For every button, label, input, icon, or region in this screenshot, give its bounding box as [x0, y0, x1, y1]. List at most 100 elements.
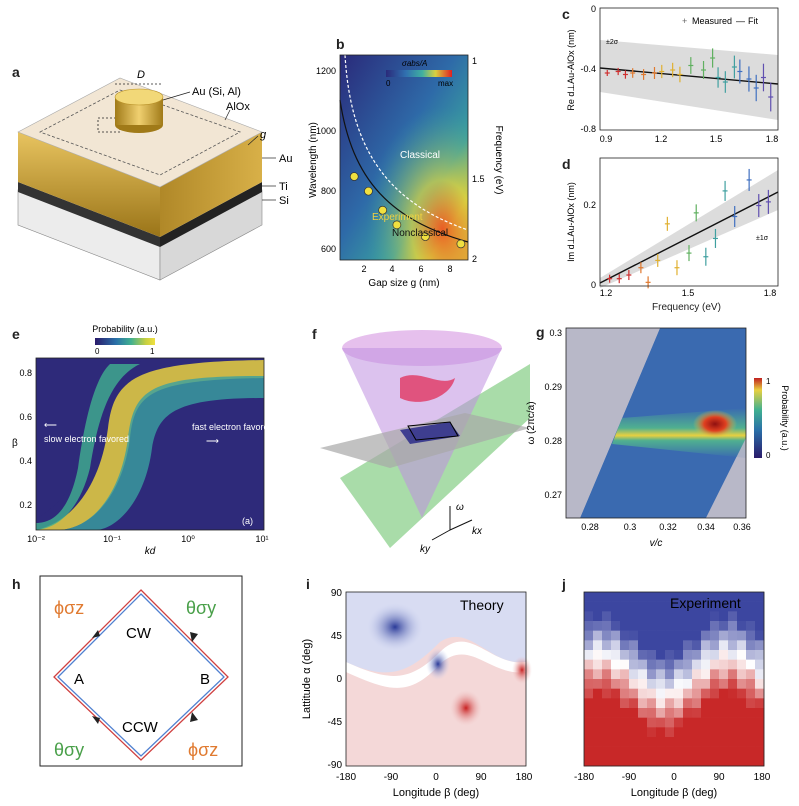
axis-kx: kx: [472, 526, 483, 537]
map-cell: [602, 630, 612, 641]
data-point: [615, 67, 621, 76]
map-cell: [647, 630, 657, 641]
map-cell: [584, 698, 594, 709]
map-cell: [638, 669, 648, 680]
map-cell: [719, 756, 729, 767]
map-cell: [755, 708, 765, 718]
map-cell: [611, 746, 621, 757]
data-point: [722, 71, 728, 93]
map-cell: [638, 601, 648, 612]
device-schematic: D Au (Si, Al) AlOx g Au Ti Si: [17, 69, 292, 281]
ylabel: β: [12, 438, 18, 449]
map-cell: [584, 708, 594, 718]
map-cell: [701, 717, 711, 728]
map-cell: [620, 592, 630, 602]
xlabel: Longitude β (deg): [393, 787, 479, 799]
map-cell: [692, 621, 702, 631]
map-cell: [674, 717, 684, 728]
map-cell: [737, 650, 747, 660]
map-cell: [602, 737, 612, 747]
map-cell: [710, 756, 720, 767]
map-cell: [584, 756, 594, 767]
map-cell: [737, 640, 747, 651]
panel-label-d: d: [562, 156, 571, 172]
map-cell: [584, 621, 594, 631]
map-cell: [746, 659, 756, 670]
legend-plus-icon: +: [682, 16, 687, 26]
map-cell: [638, 650, 648, 660]
map-cell: [656, 756, 666, 767]
map-cell: [728, 708, 738, 718]
map-cell: [665, 640, 675, 651]
xtick: 180: [754, 772, 771, 783]
map-cell: [593, 708, 603, 718]
absorption-map: σabs/A 0 max Classical Experiment Noncla…: [308, 54, 504, 289]
map-cell: [647, 640, 657, 651]
data-point: [630, 68, 636, 78]
map-cell: [620, 659, 630, 670]
map-cell: [611, 688, 621, 699]
panel-a: a: [0, 40, 300, 290]
map-cell: [692, 592, 702, 602]
data-point: [651, 67, 657, 79]
axis-omega: ω: [456, 502, 464, 513]
map-cell: [593, 717, 603, 728]
map-cell: [647, 717, 657, 728]
map-cell: [647, 659, 657, 670]
panel-label-i: i: [306, 576, 310, 592]
map-cell: [701, 601, 711, 612]
xtick: -90: [622, 772, 637, 783]
map-cell: [683, 592, 693, 602]
map-cell: [746, 717, 756, 728]
map-cell: [602, 679, 612, 689]
map-cell: [620, 630, 630, 641]
xtick: 1.5: [710, 134, 723, 144]
map-cell: [719, 601, 729, 612]
map-cell: [629, 708, 639, 718]
ytick: -0.8: [580, 124, 596, 134]
data-point: [607, 274, 613, 283]
xtick: 10⁻¹: [103, 534, 121, 544]
map-cell: [737, 727, 747, 738]
map-cell: [746, 746, 756, 757]
panel-b: b σabs/A 0 max Classical Experiment Nonc…: [300, 30, 510, 290]
map-cell: [593, 659, 603, 670]
xtick: -180: [336, 772, 356, 783]
map-cell: [665, 756, 675, 767]
xtick: 0.9: [600, 134, 613, 144]
map-cell: [611, 601, 621, 612]
map-cell: [719, 669, 729, 680]
map-cell: [710, 746, 720, 757]
map-cell: [737, 630, 747, 641]
im-d-plot: ±1σ 0 0.2 1.2 1.5 1.8 Im d⊥Au-AlOx (nm): [566, 157, 779, 298]
map-cell: [674, 698, 684, 709]
map-cell: [629, 737, 639, 747]
map-cell: [665, 708, 675, 718]
map-cell: [593, 640, 603, 651]
data-point: [641, 69, 647, 80]
map-cell: [584, 717, 594, 728]
map-cell: [719, 688, 729, 699]
probability-map-g: 1 0 Probability (a.u.) 0.3 0.29 0.28 0.2…: [526, 327, 790, 549]
map-cell: [629, 727, 639, 738]
map-cell: [593, 611, 603, 622]
map-cell: [737, 717, 747, 728]
ylabel: Lattitude α (deg): [301, 639, 313, 719]
xlabel: kd: [145, 546, 156, 557]
map-cell: [638, 717, 648, 728]
data-point: [638, 262, 644, 274]
label-si: Si: [279, 195, 289, 207]
ytick: -0.4: [580, 64, 596, 74]
map-cell: [620, 621, 630, 631]
label-a: A: [74, 671, 84, 688]
map-cell: [647, 737, 657, 747]
map-cell: [710, 688, 720, 699]
map-cell: [602, 621, 612, 631]
map-cell: [719, 737, 729, 747]
map-cell: [629, 601, 639, 612]
cb-min: 0: [766, 451, 771, 460]
map-cell: [620, 717, 630, 728]
map-cell: [710, 592, 720, 602]
map-cell: [719, 621, 729, 631]
data-point: [622, 70, 628, 79]
